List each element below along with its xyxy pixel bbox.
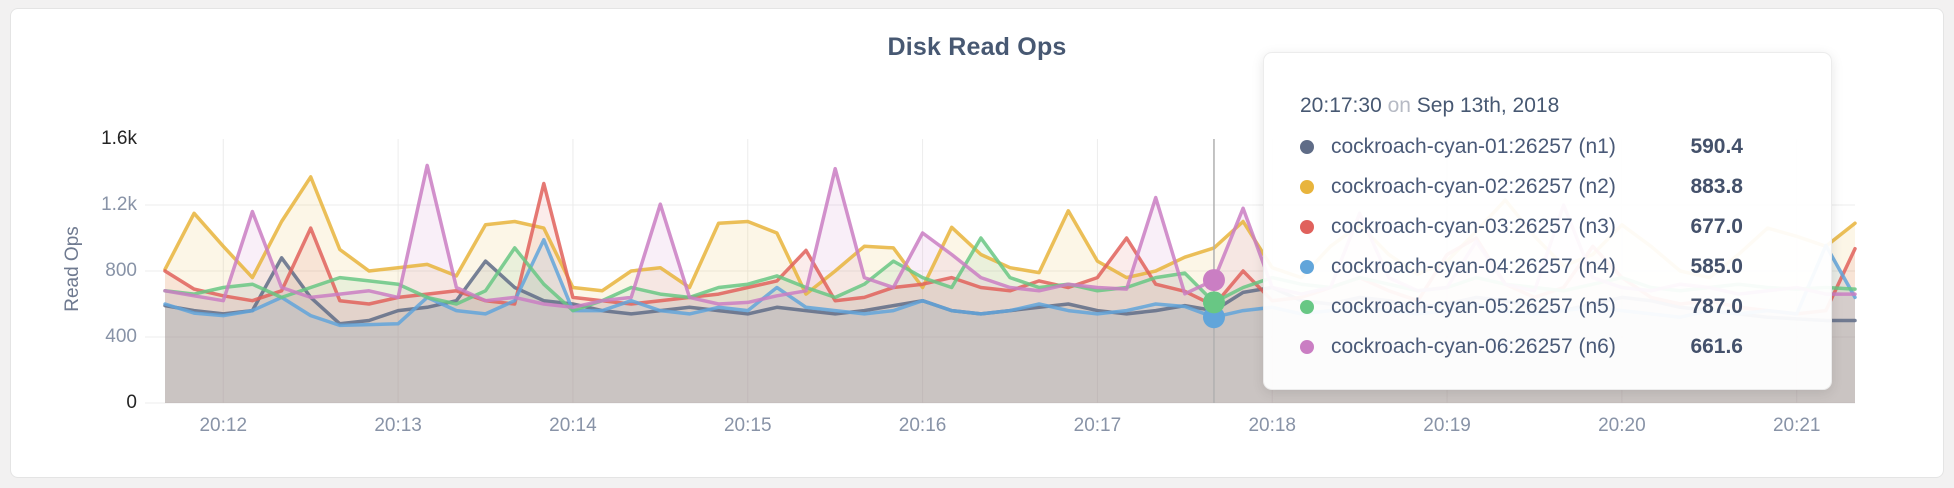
x-tick-label: 20:14 bbox=[549, 415, 597, 436]
x-tick-label: 20:18 bbox=[1248, 415, 1296, 436]
tooltip-row: cockroach-cyan-03:26257 (n3) 677.0 bbox=[1264, 207, 1831, 247]
hover-tooltip: 20:17:30 on Sep 13th, 2018 cockroach-cya… bbox=[1263, 52, 1832, 390]
x-tick-label: 20:19 bbox=[1423, 415, 1471, 436]
tooltip-series-label: cockroach-cyan-06:26257 (n6) bbox=[1331, 335, 1616, 358]
y-tick-label: 1.6k bbox=[101, 128, 137, 149]
tooltip-header: 20:17:30 on Sep 13th, 2018 bbox=[1264, 93, 1831, 119]
tooltip-series-label: cockroach-cyan-05:26257 (n5) bbox=[1331, 295, 1616, 318]
tooltip-series-label: cockroach-cyan-03:26257 (n3) bbox=[1331, 215, 1616, 238]
tooltip-date: Sep 13th, 2018 bbox=[1416, 94, 1560, 117]
tooltip-series-value: 661.6 bbox=[1690, 335, 1743, 358]
tooltip-series-value: 677.0 bbox=[1690, 215, 1743, 238]
series-dot bbox=[1300, 340, 1314, 354]
y-tick-label: 1.2k bbox=[101, 194, 137, 215]
tooltip-series-label: cockroach-cyan-01:26257 (n1) bbox=[1331, 135, 1616, 158]
tooltip-series-value: 787.0 bbox=[1690, 295, 1743, 318]
tooltip-series-value: 585.0 bbox=[1690, 255, 1743, 278]
tooltip-series-value: 883.8 bbox=[1690, 175, 1743, 198]
tooltip-series-value: 590.4 bbox=[1690, 135, 1743, 158]
tooltip-row: cockroach-cyan-01:26257 (n1) 590.4 bbox=[1264, 127, 1831, 167]
series-dot bbox=[1300, 180, 1314, 194]
x-tick-label: 20:15 bbox=[723, 415, 772, 436]
y-tick-label: 800 bbox=[105, 260, 137, 281]
hover-dot-n5 bbox=[1202, 291, 1225, 314]
x-tick-label: 20:16 bbox=[898, 415, 947, 436]
x-tick-label: 20:17 bbox=[1073, 415, 1122, 436]
tooltip-row: cockroach-cyan-04:26257 (n4) 585.0 bbox=[1264, 247, 1831, 287]
tooltip-rows: cockroach-cyan-01:26257 (n1) 590.4 cockroa… bbox=[1264, 127, 1831, 367]
x-tick-label: 20:12 bbox=[199, 415, 248, 436]
series-dot bbox=[1300, 140, 1314, 154]
y-tick-label: 0 bbox=[126, 392, 137, 413]
series-dot bbox=[1300, 300, 1314, 314]
y-tick-label: 400 bbox=[105, 326, 137, 347]
chart-title: Disk Read Ops bbox=[887, 33, 1067, 61]
tooltip-time: 20:17:30 bbox=[1300, 94, 1382, 117]
series-dot bbox=[1300, 260, 1314, 274]
tooltip-connector: on bbox=[1387, 94, 1411, 117]
series-dot bbox=[1300, 220, 1314, 234]
tooltip-row: cockroach-cyan-02:26257 (n2) 883.8 bbox=[1264, 167, 1831, 207]
tooltip-series-label: cockroach-cyan-04:26257 (n4) bbox=[1331, 255, 1616, 278]
x-tick-label: 20:20 bbox=[1598, 415, 1646, 436]
x-tick-label: 20:21 bbox=[1772, 415, 1821, 436]
hover-dot-n6 bbox=[1202, 269, 1225, 292]
tooltip-row: cockroach-cyan-06:26257 (n6) 661.6 bbox=[1264, 327, 1831, 367]
tooltip-series-label: cockroach-cyan-02:26257 (n2) bbox=[1331, 175, 1616, 198]
x-tick-label: 20:13 bbox=[374, 415, 422, 436]
tooltip-row: cockroach-cyan-05:26257 (n5) 787.0 bbox=[1264, 287, 1831, 327]
